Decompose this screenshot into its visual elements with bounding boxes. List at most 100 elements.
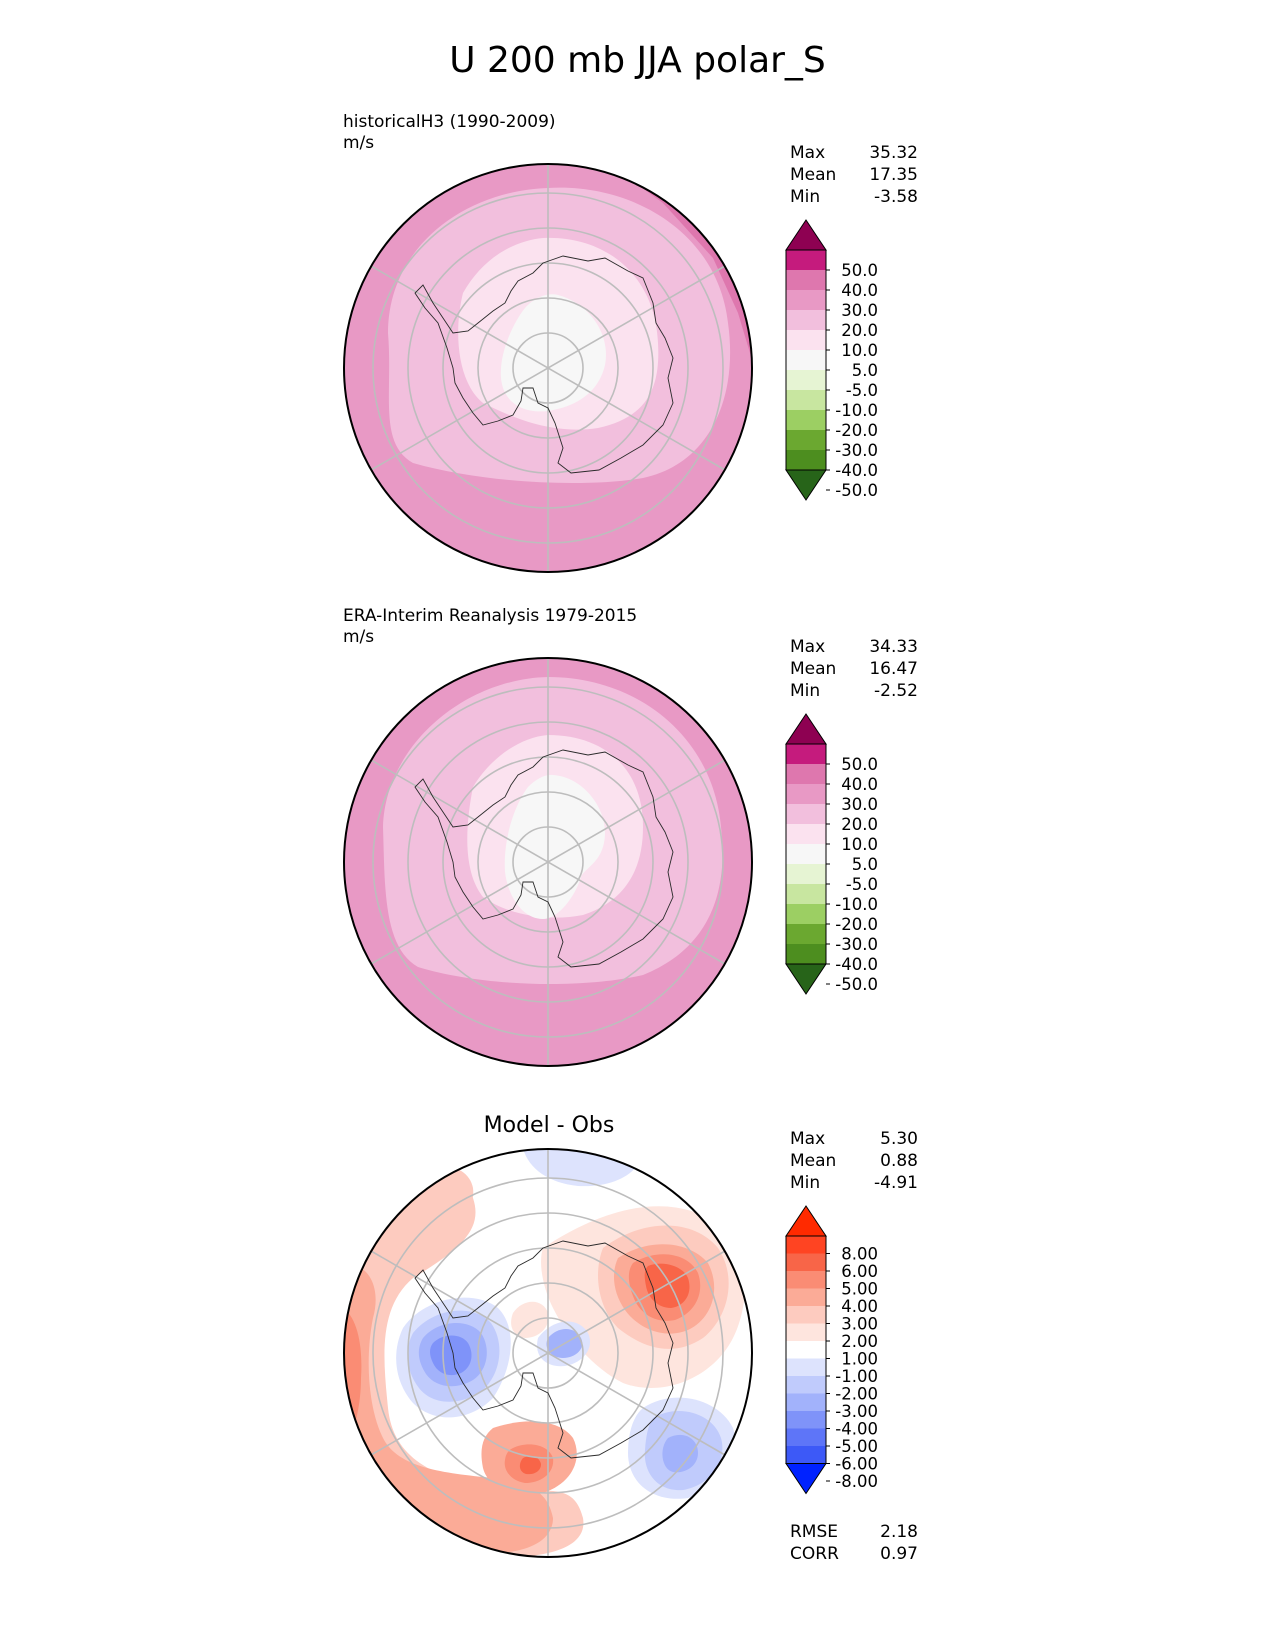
colorbar-segment (786, 1271, 826, 1289)
stat-value: 0.88 (880, 1151, 918, 1171)
colorbar-tick-label: -40.0 (835, 461, 878, 480)
colorbar-tick-label: 40.0 (841, 281, 878, 300)
colorbar-segment (786, 904, 826, 925)
panel3-stats: Max 5.30 Mean 0.88 Min -4.91 (790, 1128, 918, 1194)
colorbar-tick-label: -2.00 (835, 1385, 878, 1404)
graticule (370, 164, 726, 572)
colorbar-tick-label: 2.00 (841, 1332, 878, 1351)
colorbar-extend-min (785, 1463, 827, 1495)
colorbar-segment (786, 804, 826, 825)
colorbar-tick-label: 30.0 (841, 795, 878, 814)
colorbar-tick-label: -5.0 (846, 875, 878, 894)
stat-value: 17.35 (869, 165, 918, 185)
colorbar-segment (786, 250, 826, 271)
colorbar-segment (786, 1288, 826, 1307)
field-level (519, 1456, 541, 1475)
colorbar-segment (786, 844, 826, 865)
colorbar-segment (786, 1428, 826, 1447)
stat-label: Min (790, 681, 821, 701)
colorbar-tick-label: 4.00 (841, 1297, 878, 1316)
colorbar-tick-label: -50.0 (835, 481, 878, 500)
colorbar-tick-label: -50.0 (835, 975, 878, 994)
field-level (644, 1263, 690, 1308)
colorbar-tick-label: -5.00 (835, 1437, 878, 1456)
colorbar-segment (786, 270, 826, 291)
colorbar-tick-label: -3.00 (835, 1402, 878, 1421)
panel2-title: ERA-Interim Reanalysis 1979-2015 (343, 606, 638, 626)
panel1-title: historicalH3 (1990-2009) (343, 112, 556, 132)
colorbar-frame (785, 249, 827, 471)
colorbar-segment (786, 1376, 826, 1394)
colorbar-segment (786, 330, 826, 351)
colorbar-segment (786, 1411, 826, 1429)
colorbar-tick-label: 30.0 (841, 301, 878, 320)
colorbar-segment (786, 1306, 826, 1324)
colorbar-segment (786, 1253, 826, 1272)
colorbar-segment (786, 290, 826, 311)
polar-map-model (343, 163, 753, 573)
metric-label: RMSE (790, 1522, 839, 1542)
stat-label: Mean (790, 165, 837, 185)
colorbar-tick-label: -30.0 (835, 935, 878, 954)
stat-label: Max (790, 637, 826, 657)
colorbar-segment (786, 450, 826, 471)
colorbar-segment (786, 1358, 826, 1377)
panel2-units: m/s (343, 627, 375, 647)
colorbar-tick-label: -5.0 (846, 381, 878, 400)
field-level (662, 1434, 698, 1473)
colorbar-segment (786, 1393, 826, 1412)
stat-label: Mean (790, 659, 837, 679)
colorbar-segment (786, 370, 826, 391)
colorbar-obs: 50.040.030.020.010.05.0-5.0-10.0-20.0-30… (785, 713, 878, 995)
colorbar-tick-label: 10.0 (841, 341, 878, 360)
colorbar-segment (786, 350, 826, 371)
colorbar-tick-label: -8.00 (835, 1472, 878, 1491)
stat-value: -3.58 (874, 187, 918, 207)
colorbar-model: 50.040.030.020.010.05.0-5.0-10.0-20.0-30… (785, 219, 878, 501)
colorbar-segment (786, 884, 826, 905)
stat-label: Max (790, 1129, 826, 1149)
field-level (511, 1301, 549, 1338)
stat-label: Max (790, 143, 826, 163)
colorbar-tick-label: -40.0 (835, 955, 878, 974)
colorbar-frame (785, 1235, 827, 1464)
stat-value: 5.30 (880, 1129, 918, 1149)
figure-title: U 200 mb JJA polar_S (449, 40, 826, 81)
panel1-label: historicalH3 (1990-2009) m/s (343, 112, 556, 154)
stat-value: -2.52 (874, 681, 918, 701)
stat-value: 35.32 (869, 143, 918, 163)
panel3-title: Model - Obs (483, 1113, 615, 1138)
colorbar-tick-label: -10.0 (835, 895, 878, 914)
colorbar-tick-label: -4.00 (835, 1420, 878, 1439)
graticule (370, 658, 726, 1066)
metric-value: 2.18 (880, 1522, 918, 1542)
colorbar-tick-label: 3.00 (841, 1315, 878, 1334)
metric-label: CORR (790, 1544, 839, 1564)
metric-value: 0.97 (880, 1544, 918, 1564)
stat-label: Min (790, 1173, 821, 1193)
colorbar-segment (786, 764, 826, 785)
antarctica-coastline (414, 749, 674, 968)
colorbar-segment (786, 744, 826, 765)
stat-label: Min (790, 187, 821, 207)
colorbar-segment (786, 1446, 826, 1464)
colorbar-tick-label: 5.0 (852, 855, 878, 874)
colorbar-segment (786, 864, 826, 885)
colorbar-tick-label: 10.0 (841, 835, 878, 854)
colorbar-extend-min (785, 469, 827, 501)
colorbar-segment (786, 1341, 826, 1359)
panel2-label: ERA-Interim Reanalysis 1979-2015 m/s (343, 606, 637, 648)
colorbar-tick-label: 50.0 (841, 755, 878, 774)
colorbar-extend-max (785, 219, 827, 251)
colorbar-tick-label: -6.00 (835, 1455, 878, 1474)
colorbar-tick-label: -1.00 (835, 1367, 878, 1386)
colorbar-tick-label: 5.00 (841, 1280, 878, 1299)
colorbar-segment (786, 924, 826, 945)
colorbar-tick-label: -20.0 (835, 421, 878, 440)
stat-value: 16.47 (869, 659, 918, 679)
graticule (370, 1149, 726, 1557)
stat-label: Mean (790, 1151, 837, 1171)
antarctica-coastline (414, 1240, 674, 1459)
colorbar-tick-label: 5.0 (852, 361, 878, 380)
colorbar-segment (786, 784, 826, 805)
